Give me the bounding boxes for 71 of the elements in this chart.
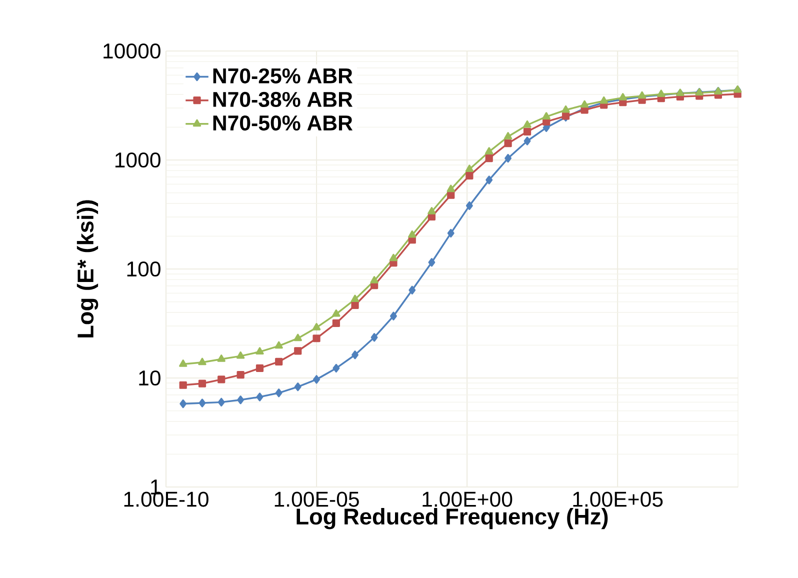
point xyxy=(198,398,206,408)
point xyxy=(237,396,244,404)
point xyxy=(580,100,589,108)
point xyxy=(275,358,283,366)
point xyxy=(312,322,321,330)
y-axis-title: Log (E* (ksi)) xyxy=(76,200,98,338)
point xyxy=(523,128,532,136)
point xyxy=(447,191,455,199)
point xyxy=(504,154,512,163)
point xyxy=(466,172,474,180)
point xyxy=(179,381,187,389)
point xyxy=(236,370,244,379)
point xyxy=(218,398,225,407)
point xyxy=(504,132,512,140)
point xyxy=(332,309,340,317)
point xyxy=(275,388,282,398)
y-tick-label: 10000 xyxy=(104,43,160,59)
point xyxy=(428,207,436,214)
point xyxy=(524,136,531,146)
y-tick-label: 10 xyxy=(139,370,160,386)
point xyxy=(351,301,359,310)
point xyxy=(446,184,455,192)
y-tick-label: 1000 xyxy=(115,152,160,168)
point xyxy=(332,319,340,328)
point xyxy=(485,147,494,154)
y-tick-label: 100 xyxy=(127,261,160,277)
x-axis-title: Log Reduced Frequency (Hz) xyxy=(296,508,608,530)
point xyxy=(408,230,416,238)
point xyxy=(370,333,378,342)
point xyxy=(294,334,302,342)
point xyxy=(179,360,188,367)
point xyxy=(312,334,320,342)
legend-label: N70-38% ABR xyxy=(213,92,353,108)
point xyxy=(294,382,302,392)
x-tick-label: 1.00E-05 xyxy=(274,492,359,507)
point xyxy=(542,112,550,120)
point xyxy=(256,392,264,402)
point xyxy=(198,358,206,366)
point xyxy=(408,286,416,294)
point xyxy=(562,105,570,113)
point xyxy=(428,258,436,267)
point xyxy=(332,364,340,373)
point xyxy=(218,376,226,384)
point xyxy=(274,341,283,349)
point xyxy=(486,176,493,184)
point xyxy=(350,294,360,302)
legend-label: N70-50% ABR xyxy=(213,115,353,131)
point xyxy=(313,375,320,384)
point xyxy=(389,254,398,262)
point xyxy=(504,140,512,148)
legend-label: N70-25% ABR xyxy=(213,68,353,84)
point xyxy=(657,90,666,97)
point xyxy=(600,96,608,104)
point xyxy=(217,354,226,362)
point xyxy=(618,93,627,100)
point xyxy=(256,364,264,372)
x-tick-label: 1.00E+05 xyxy=(573,492,663,507)
point xyxy=(198,380,206,388)
point xyxy=(236,351,245,359)
point xyxy=(370,276,378,284)
point xyxy=(180,399,187,408)
x-tick-label: 1.00E+00 xyxy=(422,492,512,507)
point xyxy=(390,312,397,320)
point xyxy=(523,120,532,128)
point xyxy=(485,154,493,162)
point xyxy=(466,201,473,210)
point xyxy=(352,350,358,360)
point xyxy=(465,164,474,172)
point xyxy=(447,228,454,238)
point xyxy=(256,347,264,355)
point xyxy=(294,347,302,355)
